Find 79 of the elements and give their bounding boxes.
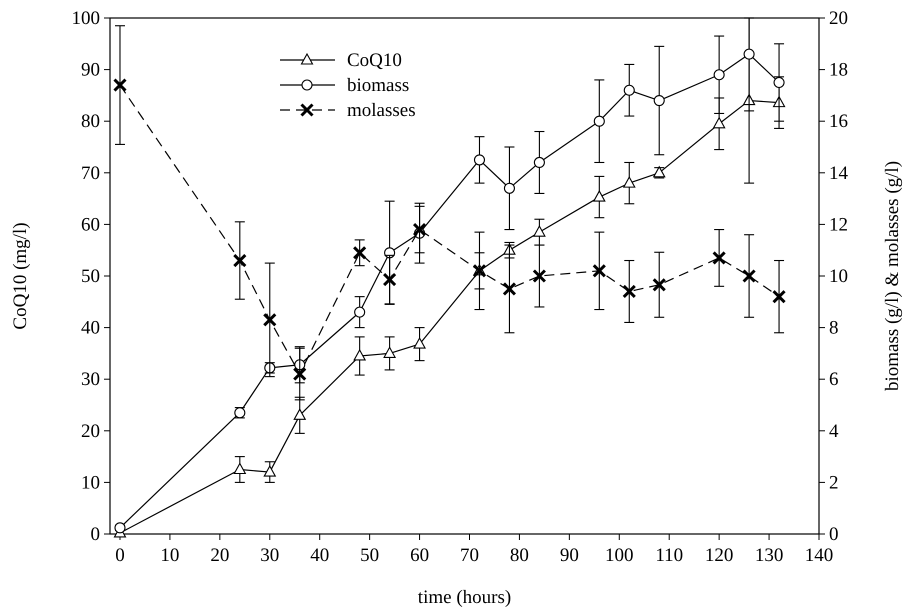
- point: [593, 190, 606, 202]
- point: [744, 48, 755, 60]
- y-tick-label: 20: [81, 420, 100, 442]
- point: [742, 269, 756, 283]
- y2-tick-label: 8: [829, 318, 838, 339]
- point: [264, 466, 276, 477]
- x-tick-label: 80: [510, 545, 529, 566]
- x-tick-label: 90: [560, 545, 579, 566]
- x-tick-label: 120: [704, 545, 734, 566]
- point: [412, 222, 427, 237]
- x-tick-label: 60: [410, 545, 430, 566]
- legend-label: molasses: [347, 100, 416, 121]
- point: [112, 78, 127, 92]
- y-tick-label: 40: [81, 318, 100, 339]
- y-tick-label: 90: [81, 60, 100, 81]
- y2-tick-label: 10: [829, 266, 848, 287]
- x-tick-label: 0: [115, 545, 125, 566]
- point: [713, 117, 726, 128]
- x-tick-label: 30: [260, 545, 280, 566]
- point: [623, 176, 636, 188]
- y2-tick-label: 6: [829, 369, 838, 390]
- x-tick-label: 100: [605, 545, 634, 566]
- point: [292, 367, 307, 382]
- point: [624, 84, 635, 96]
- point: [352, 246, 367, 260]
- y-tick-label: 70: [81, 162, 100, 184]
- y-tick-label: 50: [81, 266, 100, 287]
- point: [772, 290, 786, 304]
- y2-tick-label: 18: [829, 60, 848, 81]
- y2-axis-title: biomass (g/l) & molasses (g/l): [882, 160, 903, 392]
- point: [652, 278, 666, 292]
- point: [534, 156, 545, 168]
- point: [712, 250, 726, 265]
- point: [533, 226, 546, 237]
- y-tick-label: 10: [81, 472, 100, 494]
- point: [594, 116, 605, 127]
- x-tick-label: 140: [804, 545, 834, 566]
- y2-tick-label: 12: [829, 214, 848, 236]
- point: [654, 95, 665, 106]
- point: [294, 408, 306, 420]
- x-tick-label: 50: [360, 545, 380, 566]
- x-tick-label: 10: [160, 545, 180, 566]
- point: [354, 306, 366, 318]
- point: [414, 338, 426, 349]
- legend-label: CoQ10: [347, 50, 402, 71]
- point: [714, 69, 725, 80]
- point: [354, 349, 366, 361]
- legend-label: biomass: [347, 75, 410, 96]
- x-tick-label: 70: [460, 545, 479, 566]
- point: [384, 346, 396, 358]
- y2-tick-label: 16: [829, 111, 848, 132]
- x-axis-title: time (hours): [418, 587, 512, 608]
- point: [474, 154, 486, 166]
- y-tick-label: 100: [72, 8, 100, 29]
- point: [262, 312, 277, 327]
- point: [532, 269, 546, 283]
- y-tick-label: 30: [81, 369, 100, 390]
- point: [232, 254, 247, 268]
- point: [774, 76, 785, 88]
- y2-tick-label: 14: [829, 162, 848, 184]
- x-tick-label: 130: [754, 545, 784, 566]
- point: [504, 182, 515, 194]
- y-axis-title: CoQ10 (mg/l): [10, 222, 31, 330]
- y-tick-label: 80: [81, 111, 100, 132]
- y2-tick-label: 2: [829, 472, 838, 494]
- point: [502, 282, 516, 296]
- y-tick-label: 60: [81, 214, 100, 236]
- y2-tick-label: 0: [829, 524, 838, 545]
- y2-tick-label: 20: [829, 8, 848, 29]
- point: [622, 284, 636, 298]
- point: [592, 264, 606, 278]
- y2-tick-label: 4: [829, 420, 839, 442]
- x-tick-label: 20: [210, 545, 230, 566]
- point: [114, 522, 126, 534]
- x-tick-label: 40: [310, 545, 330, 566]
- point: [234, 462, 246, 474]
- point: [382, 272, 397, 287]
- x-tick-label: 110: [655, 545, 684, 566]
- y-tick-label: 0: [90, 524, 100, 545]
